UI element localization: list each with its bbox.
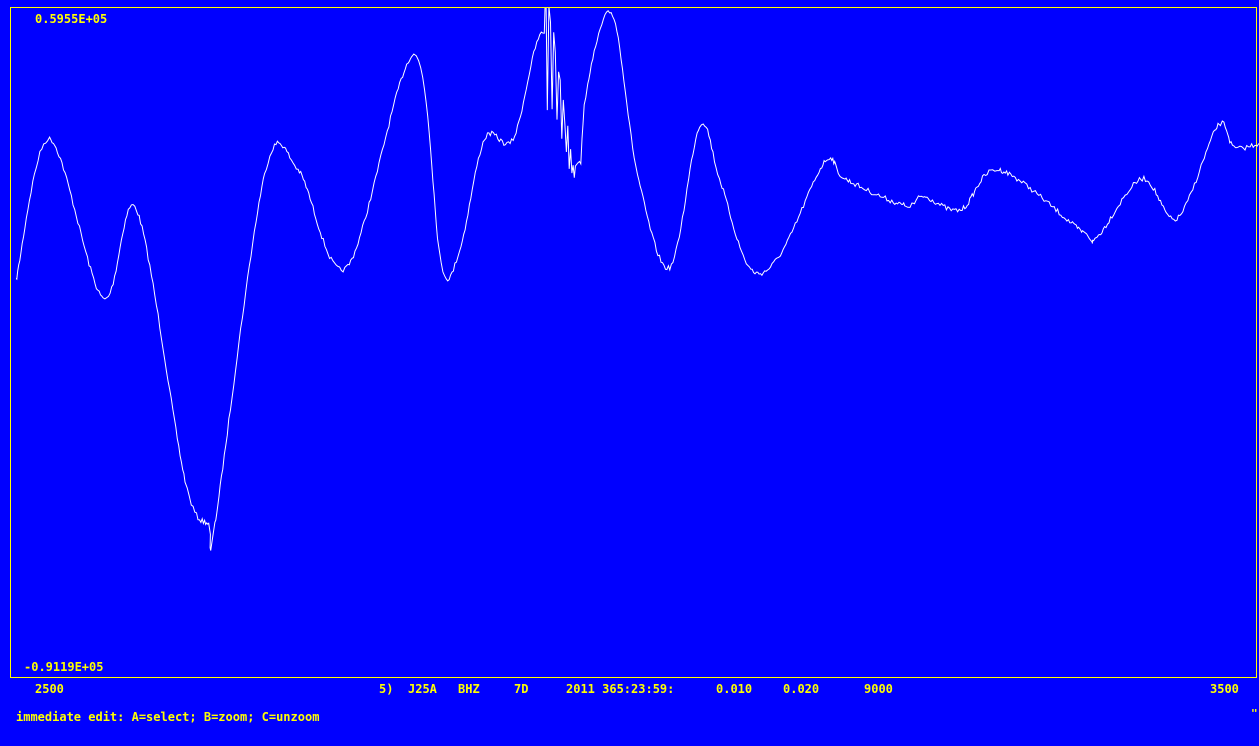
station-name: J25A: [408, 682, 437, 696]
x-axis-end-label: 3500: [1210, 682, 1239, 696]
sample-count: 9000: [864, 682, 893, 696]
plot-frame: [10, 7, 1257, 678]
network-code: 7D: [514, 682, 529, 696]
start-time: 2011 365:23:59:: [566, 682, 675, 696]
trace-index: 5): [379, 682, 394, 696]
channel-name: BHZ: [458, 682, 480, 696]
value-one: 0.010: [716, 682, 753, 696]
seismogram-plot: [16, 8, 1259, 551]
corner-mark: ": [1251, 707, 1258, 720]
y-axis-max-label: 0.5955E+05: [35, 12, 108, 26]
x-axis-start-label: 2500: [35, 682, 64, 696]
seismic-trace-line: [16, 8, 1259, 551]
command-prompt: immediate edit: A=select; B=zoom; C=unzo…: [16, 710, 320, 724]
y-axis-min-label: -0.9119E+05: [24, 660, 104, 674]
value-two: 0.020: [783, 682, 820, 696]
